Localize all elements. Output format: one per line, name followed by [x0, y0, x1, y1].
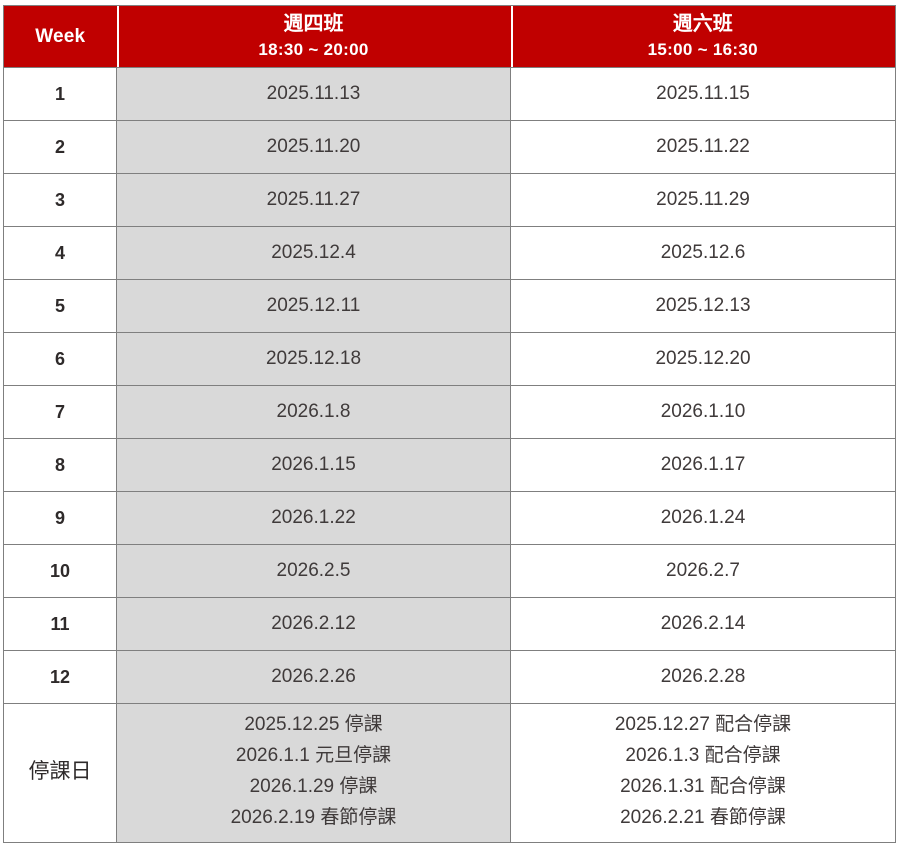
- table-row: 1 2025.11.13 2025.11.15: [3, 67, 896, 121]
- holiday-list-saturday: 2025.12.27 配合停課 2026.1.3 配合停課 2026.1.31 配合…: [510, 703, 896, 843]
- cell-saturday-date: 2026.2.7: [510, 544, 896, 598]
- cell-saturday-date: 2026.1.24: [510, 491, 896, 545]
- cell-thursday-date: 2025.11.13: [116, 67, 511, 121]
- cell-thursday-date: 2026.2.26: [116, 650, 511, 704]
- table-row: 6 2025.12.18 2025.12.20: [3, 332, 896, 386]
- holiday-row-label: 停課日: [3, 703, 117, 843]
- holiday-list-thursday-items: 2025.12.25 停課 2026.1.1 元旦停課 2026.1.29 停課 20…: [117, 710, 510, 833]
- holiday-item: 2025.12.25 停課: [244, 714, 383, 736]
- holiday-item: 2026.2.21 春節停課: [620, 806, 786, 828]
- table-row: 11 2026.2.12 2026.2.14: [3, 597, 896, 651]
- cell-saturday-date: 2026.2.14: [510, 597, 896, 651]
- cell-saturday-date: 2025.11.15: [510, 67, 896, 121]
- table-row: 8 2026.1.15 2026.1.17: [3, 438, 896, 492]
- table-row: 3 2025.11.27 2025.11.29: [3, 173, 896, 227]
- cell-week-number: 4: [3, 226, 117, 280]
- table-body: 1 2025.11.13 2025.11.15 2 2025.11.20 2025.11.…: [3, 67, 896, 843]
- cell-saturday-date: 2026.2.28: [510, 650, 896, 704]
- header-row: Week 週四班 18:30 ~ 20:00 週六班 15:00 ~ 16:30: [3, 5, 896, 68]
- table-row: 9 2026.1.22 2026.1.24: [3, 491, 896, 545]
- table-row: 4 2025.12.4 2025.12.6: [3, 226, 896, 280]
- column-header-saturday-time: 15:00 ~ 16:30: [647, 40, 758, 60]
- cell-thursday-date: 2025.12.4: [116, 226, 511, 280]
- table-row: 7 2026.1.8 2026.1.10: [3, 385, 896, 439]
- table-row: 12 2026.2.26 2026.2.28: [3, 650, 896, 704]
- cell-week-number: 8: [3, 438, 117, 492]
- cell-week-number: 2: [3, 120, 117, 174]
- table-row: 5 2025.12.11 2025.12.13: [3, 279, 896, 333]
- cell-thursday-date: 2025.12.11: [116, 279, 511, 333]
- cell-week-number: 12: [3, 650, 117, 704]
- cell-thursday-date: 2025.11.27: [116, 173, 511, 227]
- holiday-list-thursday: 2025.12.25 停課 2026.1.1 元旦停課 2026.1.29 停課 20…: [116, 703, 511, 843]
- cell-thursday-date: 2025.11.20: [116, 120, 511, 174]
- holiday-item: 2026.1.1 元旦停課: [235, 745, 392, 767]
- holiday-item: 2025.12.27 配合停課: [614, 714, 792, 736]
- holiday-item: 2026.1.29 停課: [249, 776, 378, 797]
- holiday-row: 停課日 2025.12.25 停課 2026.1.1 元旦停課 2026.1.29 停…: [3, 703, 896, 843]
- holiday-list-saturday-items: 2025.12.27 配合停課 2026.1.3 配合停課 2026.1.31 配合…: [511, 710, 895, 833]
- holiday-item: 2026.2.19 春節停課: [230, 806, 397, 828]
- course-schedule-table: Week 週四班 18:30 ~ 20:00 週六班 15:00 ~ 16:30…: [3, 5, 896, 843]
- table-header: Week 週四班 18:30 ~ 20:00 週六班 15:00 ~ 16:30: [3, 5, 896, 68]
- cell-saturday-date: 2025.12.20: [510, 332, 896, 386]
- column-header-week: Week: [3, 5, 117, 68]
- column-header-saturday: 週六班 15:00 ~ 16:30: [510, 5, 896, 68]
- cell-saturday-date: 2025.12.6: [510, 226, 896, 280]
- cell-week-number: 10: [3, 544, 117, 598]
- table-row: 10 2026.2.5 2026.2.7: [3, 544, 896, 598]
- cell-week-number: 7: [3, 385, 117, 439]
- cell-thursday-date: 2025.12.18: [116, 332, 511, 386]
- cell-thursday-date: 2026.1.22: [116, 491, 511, 545]
- cell-saturday-date: 2025.11.29: [510, 173, 896, 227]
- column-header-thursday: 週四班 18:30 ~ 20:00: [116, 5, 511, 68]
- cell-week-number: 11: [3, 597, 117, 651]
- holiday-item: 2026.1.31 配合停課: [620, 776, 786, 797]
- cell-thursday-date: 2026.2.5: [116, 544, 511, 598]
- cell-saturday-date: 2025.12.13: [510, 279, 896, 333]
- cell-thursday-date: 2026.1.8: [116, 385, 511, 439]
- cell-saturday-date: 2025.11.22: [510, 120, 896, 174]
- cell-thursday-date: 2026.2.12: [116, 597, 511, 651]
- holiday-item: 2026.1.3 配合停課: [625, 745, 781, 767]
- column-header-thursday-title: 週四班: [283, 13, 344, 36]
- table-row: 2 2025.11.20 2025.11.22: [3, 120, 896, 174]
- cell-saturday-date: 2026.1.10: [510, 385, 896, 439]
- cell-week-number: 5: [3, 279, 117, 333]
- cell-week-number: 3: [3, 173, 117, 227]
- column-header-thursday-time: 18:30 ~ 20:00: [258, 40, 369, 60]
- cell-week-number: 9: [3, 491, 117, 545]
- cell-week-number: 6: [3, 332, 117, 386]
- cell-saturday-date: 2026.1.17: [510, 438, 896, 492]
- column-header-saturday-title: 週六班: [672, 13, 733, 36]
- cell-thursday-date: 2026.1.15: [116, 438, 511, 492]
- cell-week-number: 1: [3, 67, 117, 121]
